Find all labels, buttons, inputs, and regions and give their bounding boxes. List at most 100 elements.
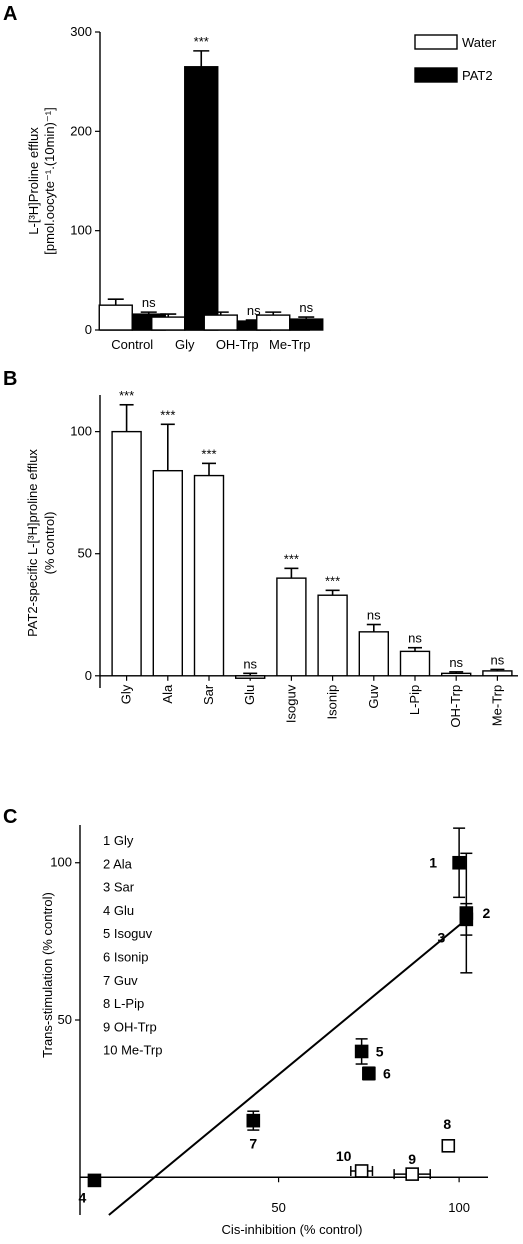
panel-c-key: 1 Gly 2 Ala 3 Sar 4 Glu 5 Isoguv 6 Isonip 7 Gu… — [103, 833, 162, 1058]
panel-b-significance-label: ns — [243, 656, 257, 671]
panel-c-point-label: 6 — [383, 1065, 391, 1081]
panel-c-point-label: 3 — [437, 929, 445, 945]
panel-b-bar — [111, 430, 142, 677]
panel-c-key-entry: 10 Me-Trp — [103, 1043, 162, 1058]
panel-b-y-tick-label: 50 — [78, 546, 92, 561]
panel-b-x-tick-label: Me-Trp — [489, 685, 504, 726]
panel-b-bar — [399, 650, 431, 677]
panel-a-x-tick-label: Me-Trp — [269, 337, 310, 352]
panel-b-bar — [234, 675, 266, 679]
panel-a-y-label-line-1: L-[³H]Proline efflux — [26, 127, 41, 235]
panel-b-y-tick-label: 0 — [85, 668, 92, 683]
panel-c-regression-line — [108, 918, 467, 1216]
panel-c-axes: 50 100 50 100 — [50, 825, 488, 1215]
panel-b-x-tick-label: Glu — [242, 685, 257, 705]
panel-c-key-entry: 4 Glu — [103, 903, 134, 918]
panel-b-x-tick-label: Ala — [160, 684, 175, 704]
panel-a-x-tick-label: OH-Trp — [216, 337, 259, 352]
panel-c-marker — [354, 1044, 369, 1059]
panel-b-y-axis-label: PAT2-specific L-[³H]proline efflux (% con… — [25, 449, 57, 637]
panel-c-marker — [246, 1113, 261, 1128]
panel-a-y-axis-label: L-[³H]Proline efflux [pmol.oocyte⁻¹.(10mi… — [26, 107, 57, 254]
panel-a-y-tick-label: 200 — [70, 123, 92, 138]
panel-c-point-9: 9 — [393, 1151, 431, 1181]
panel-b-significance-label: ns — [491, 652, 505, 667]
panel-c-point-label: 10 — [336, 1148, 352, 1164]
panel-b-x-tick-label: Sar — [201, 684, 216, 705]
panel-c-x-tick-label: 50 — [271, 1200, 285, 1215]
panel-c-key-entry: 5 Isoguv — [103, 926, 153, 941]
panel-c-point-7: 7 — [246, 1110, 261, 1152]
panel-c-marker — [452, 855, 466, 870]
panel-c-marker — [354, 1164, 369, 1178]
panel-a-legend: Water PAT2 — [414, 34, 497, 83]
panel-c-key-entry: 7 Guv — [103, 973, 138, 988]
panel-a-x-tick-label: Control — [111, 337, 153, 352]
panel-b-bar — [441, 672, 472, 677]
panel-c-key-entry: 3 Sar — [103, 880, 135, 895]
panel-c-point-label: 1 — [429, 855, 437, 871]
panel-a-y-tick-label: 0 — [85, 322, 92, 337]
panel-b-y-label-line-1: PAT2-specific L-[³H]proline efflux — [25, 449, 40, 637]
panel-b-bar — [358, 631, 389, 677]
panel-label-c: C — [3, 806, 17, 828]
panel-a-significance-label: ns — [247, 303, 261, 318]
panel-a-y-tick-label: 300 — [70, 24, 92, 39]
panel-a: A L-[³H]Proline efflux [pmol.oocyte⁻¹.(10… — [3, 3, 497, 352]
panel-c-marker — [441, 1139, 456, 1153]
panel-b-y-tick-label: 100 — [70, 424, 92, 439]
panel-b-significance-label: ns — [367, 608, 381, 623]
panel-a-x-tick-label: Gly — [175, 337, 195, 352]
panel-a-bar — [289, 318, 324, 331]
panel-c-y-tick-label: 100 — [50, 855, 72, 870]
panel-c-x-tick-label: 100 — [448, 1200, 470, 1215]
panel-b-significance-label: *** — [284, 551, 299, 566]
panel-a-significance-label: ns — [142, 295, 156, 310]
panel-a-legend-label: Water — [462, 35, 497, 50]
panel-c-marker — [362, 1066, 376, 1081]
panel-c-point-5: 5 — [354, 1038, 384, 1065]
panel-a-bar — [256, 314, 291, 331]
panel-c-y-tick-label: 50 — [58, 1012, 72, 1027]
panel-b-bar — [152, 469, 184, 677]
panel-b-y-label-line-2: (% control) — [42, 512, 57, 575]
panel-c-key-entry: 9 OH-Trp — [103, 1019, 157, 1034]
panel-b-x-tick-label: Isoguv — [283, 684, 298, 723]
panel-c-marker — [405, 1167, 419, 1181]
panel-b-bars: *** Gly *** Ala *** Sar ns Glu *** Isoguv *** Isoni… — [111, 388, 513, 728]
panel-b-bar — [193, 474, 225, 677]
panel-b-x-tick-label: OH-Trp — [448, 685, 463, 728]
panel-c-x-axis-label: Cis-inhibition (% control) — [222, 1222, 363, 1237]
panel-b-significance-label: *** — [325, 573, 340, 588]
panel-c-key-entry: 1 Gly — [103, 833, 134, 848]
panel-b-significance-label: ns — [449, 655, 463, 670]
panel-b-significance-label: *** — [201, 446, 216, 461]
panel-b-significance-label: *** — [160, 407, 175, 422]
panel-c-fit-line — [108, 918, 467, 1216]
panel-b-x-tick-label: Guv — [366, 684, 381, 708]
panel-c-point-10: 10 — [336, 1148, 374, 1178]
panel-a-y-tick-label: 100 — [70, 223, 92, 238]
panel-c-key-entry: 6 Isonip — [103, 950, 149, 965]
panel-c-point-label: 2 — [482, 905, 490, 921]
panel-a-bar — [151, 316, 186, 331]
panel-label-b: B — [3, 368, 17, 390]
panel-c-point-label: 7 — [249, 1136, 257, 1152]
panel-b-bar — [482, 670, 513, 677]
panel-b-x-tick-label: Gly — [119, 684, 134, 704]
panel-c-points: 1 2 3 4 5 6 7 8 9 10 — [79, 827, 490, 1205]
panel-b-x-tick-label: L-Pip — [407, 685, 422, 715]
panel-a-bar — [203, 314, 238, 331]
panel-a-legend-label: PAT2 — [462, 68, 493, 83]
panel-c-point-label: 8 — [443, 1116, 451, 1132]
panel-a-legend-swatch — [414, 34, 458, 50]
panel-c-key-entry: 8 L-Pip — [103, 996, 144, 1011]
panel-b-bar — [317, 594, 348, 677]
panel-c: C 50 100 50 100 1 2 3 4 5 6 7 8 9 10 1 Gly 2 Ala 3 Sar… — [3, 806, 490, 1237]
panel-a-bar — [184, 66, 219, 331]
panel-c-key-entry: 2 Ala — [103, 856, 133, 871]
panel-a-legend-swatch — [414, 67, 458, 83]
panel-c-marker — [87, 1173, 102, 1188]
panel-b-x-tick-label: Isonip — [325, 685, 340, 720]
